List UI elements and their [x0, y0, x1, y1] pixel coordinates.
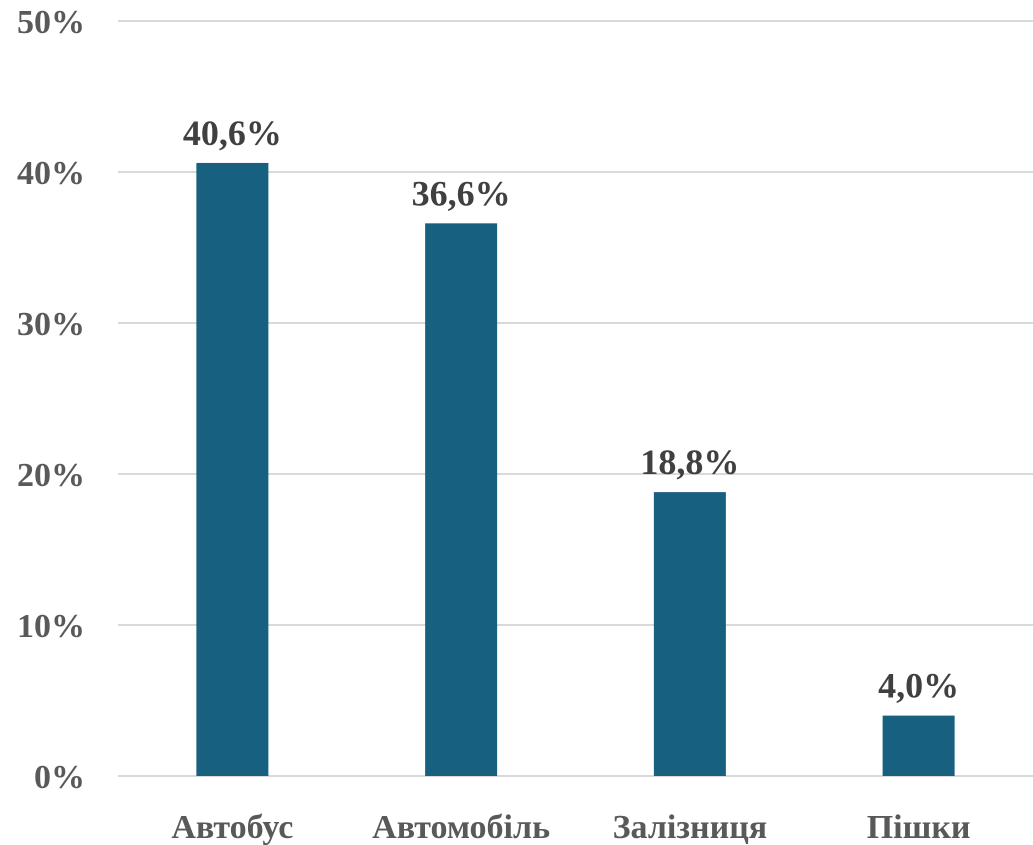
- category-label: Автобус: [171, 809, 293, 845]
- bars: [196, 162, 955, 777]
- data-labels: 40,6% 36,6% 18,8% 4,0%: [183, 113, 959, 706]
- bar-1: [425, 223, 498, 777]
- y-tick-label: 20%: [17, 457, 85, 494]
- data-label: 40,6%: [183, 113, 282, 153]
- category-label: Пішки: [867, 809, 971, 845]
- y-axis-tick-labels: 0% 10% 20% 30% 40% 50%: [17, 4, 85, 796]
- x-axis-category-labels: Автобус Автомобіль Залізниця Пішки: [171, 809, 970, 845]
- y-tick-label: 40%: [17, 155, 85, 192]
- y-tick-label: 10%: [17, 608, 85, 645]
- gridlines: [118, 20, 1033, 777]
- data-label: 36,6%: [412, 173, 511, 213]
- y-tick-label: 50%: [17, 4, 85, 41]
- y-tick-label: 30%: [17, 306, 85, 343]
- y-tick-label: 0%: [34, 759, 85, 796]
- bar-2: [653, 492, 726, 776]
- category-label: Автомобіль: [372, 809, 550, 845]
- bar-3: [882, 715, 955, 776]
- data-label: 18,8%: [640, 442, 739, 482]
- category-label: Залізниця: [613, 809, 768, 845]
- data-label: 4,0%: [878, 666, 959, 706]
- bar-0: [196, 162, 269, 776]
